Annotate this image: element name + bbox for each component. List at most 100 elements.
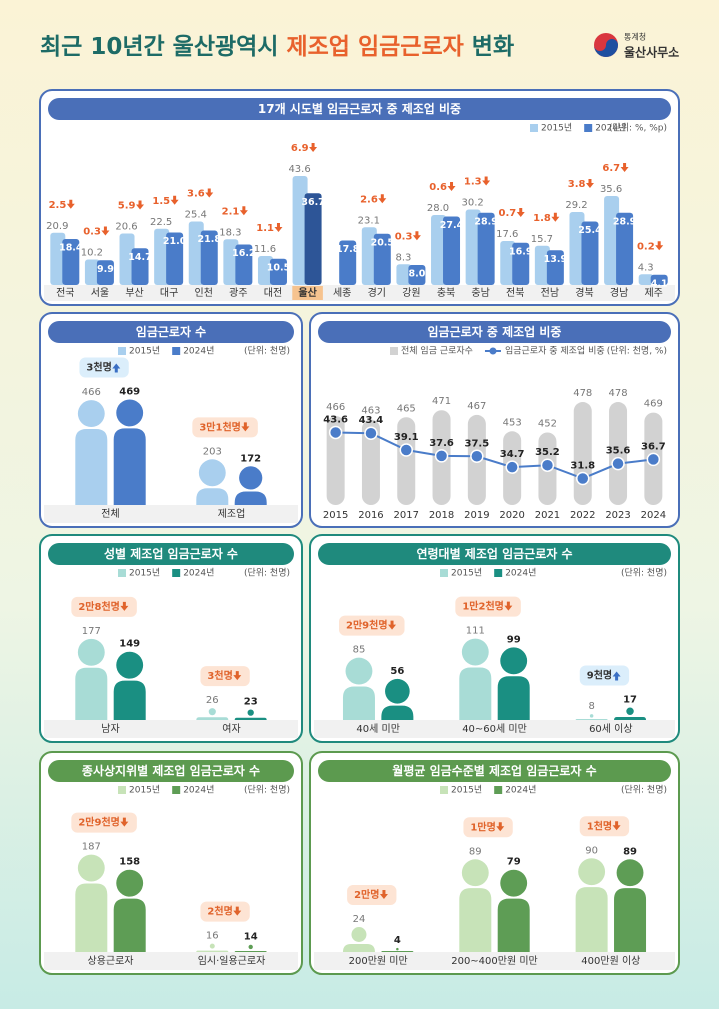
- change-bubble: [71, 812, 137, 833]
- value-label: 17: [623, 695, 637, 706]
- x-tick-label: 세종: [333, 287, 351, 299]
- change-arrow: [516, 208, 525, 217]
- panel-title: 임금근로자 중 제조업 비중: [428, 324, 562, 339]
- change-label: 2만9천명: [78, 816, 120, 829]
- bar-2015: [154, 228, 170, 285]
- bar-2024: [546, 250, 564, 285]
- logo: 통계청 울산사무소: [594, 32, 679, 60]
- bar-2024: [62, 239, 80, 285]
- legend-swatch: [172, 569, 181, 577]
- bar-2024: [131, 248, 149, 285]
- value-label-2015: 17.6: [496, 229, 518, 240]
- line-marker: [611, 456, 625, 471]
- line-value-label: 37.6: [429, 438, 454, 449]
- change-arrow: [620, 163, 629, 172]
- change-label: 2.6: [360, 194, 378, 205]
- person-bar: [234, 466, 267, 505]
- change-arrow: [309, 143, 318, 152]
- line-marker: [328, 425, 343, 440]
- person-bar: [381, 947, 414, 952]
- value-label: 466: [82, 387, 101, 398]
- panel-title: 17개 시도별 임금근로자 중 제조업 비중: [258, 101, 461, 116]
- line-marker: [434, 449, 449, 463]
- change-label: 2.5: [49, 200, 67, 211]
- label-strip: [314, 952, 675, 970]
- value-label-2024: 18.4: [59, 243, 83, 254]
- change-label: 3.8: [568, 179, 586, 190]
- panel-title-bg: [48, 760, 294, 782]
- x-tick-label: 전체: [101, 508, 119, 520]
- value-label: 16: [206, 931, 219, 942]
- change-label: 1.5: [152, 196, 170, 207]
- value-label-2015: 29.2: [565, 200, 587, 211]
- x-tick-label: 2015: [323, 510, 348, 521]
- value-label-2015: 43.6: [288, 164, 310, 175]
- legend-swatch: [494, 786, 503, 794]
- value-label-2024: 8.0: [408, 269, 425, 280]
- office: 울산사무소: [624, 45, 679, 60]
- change-label: 6.7: [602, 163, 620, 174]
- legend-swatch: [530, 124, 538, 132]
- person-bar: [196, 708, 229, 720]
- label-strip: [44, 952, 298, 970]
- line-value-label: 36.7: [641, 441, 666, 452]
- bar-2024: [269, 258, 287, 285]
- panel-title-bg: [318, 321, 671, 343]
- legend-swatch: [172, 786, 181, 794]
- person-bar: [113, 869, 146, 952]
- bar: [361, 419, 380, 505]
- change-arrow: [585, 179, 594, 188]
- change-arrow: [241, 422, 250, 432]
- value-label: 149: [119, 639, 140, 650]
- bar-2015: [638, 274, 654, 285]
- line-marker: [646, 452, 661, 467]
- change-label: 3천명: [207, 669, 232, 682]
- x-tick-label: 2019: [464, 510, 489, 521]
- bar-2015: [188, 221, 204, 285]
- label-strip: [44, 505, 298, 523]
- change-label: 1.1: [256, 223, 274, 234]
- change-arrow: [120, 817, 129, 827]
- value-label: 23: [244, 696, 258, 707]
- unit-label: (단위: 천명, %): [607, 346, 667, 357]
- value-label-2024: 9.9: [97, 264, 114, 275]
- value-label-2015: 30.2: [462, 198, 484, 209]
- x-tick-label: 상용근로자: [88, 955, 134, 967]
- value-label: 111: [466, 626, 485, 637]
- bar-2024: [616, 212, 634, 285]
- change-bubble: [71, 596, 137, 617]
- value-label-2024: 21.8: [198, 234, 222, 245]
- change-label: 3천명: [86, 360, 111, 373]
- person-bar: [75, 638, 108, 720]
- x-tick-label: 서울: [91, 287, 109, 299]
- x-tick-label: 여자: [222, 723, 240, 735]
- change-arrow: [120, 601, 129, 611]
- change-label: 2천명: [207, 905, 232, 918]
- person-bar: [614, 707, 647, 720]
- bar-2024: [96, 260, 114, 285]
- change-arrow: [205, 188, 214, 198]
- change-label: 1.3: [464, 177, 482, 188]
- legend-label: 2015년: [129, 785, 160, 796]
- logo-bottom: [594, 39, 618, 57]
- bar-value-label: 463: [361, 406, 380, 417]
- agency: 통계청: [624, 32, 646, 42]
- legend-swatch: [584, 124, 593, 132]
- bar-2015: [396, 264, 412, 285]
- change-arrow: [239, 206, 248, 216]
- legend-swatch: [440, 569, 448, 577]
- change-arrow: [504, 601, 513, 611]
- unit-label: (단위: 천명): [244, 346, 290, 357]
- change-label: 0.6: [429, 182, 447, 193]
- change-label: 0.3: [83, 227, 101, 238]
- bar-value-label: 471: [432, 396, 451, 407]
- bar-value-label: 466: [326, 402, 345, 413]
- change-arrow: [170, 195, 179, 205]
- value-label: 89: [623, 846, 637, 857]
- value-label-2015: 25.4: [185, 210, 207, 221]
- x-tick-label: 전북: [506, 287, 524, 299]
- value-label: 4: [394, 935, 401, 946]
- x-tick-label: 제조업: [218, 507, 246, 520]
- x-tick-label: 남자: [101, 723, 119, 735]
- bar-2015: [119, 233, 135, 285]
